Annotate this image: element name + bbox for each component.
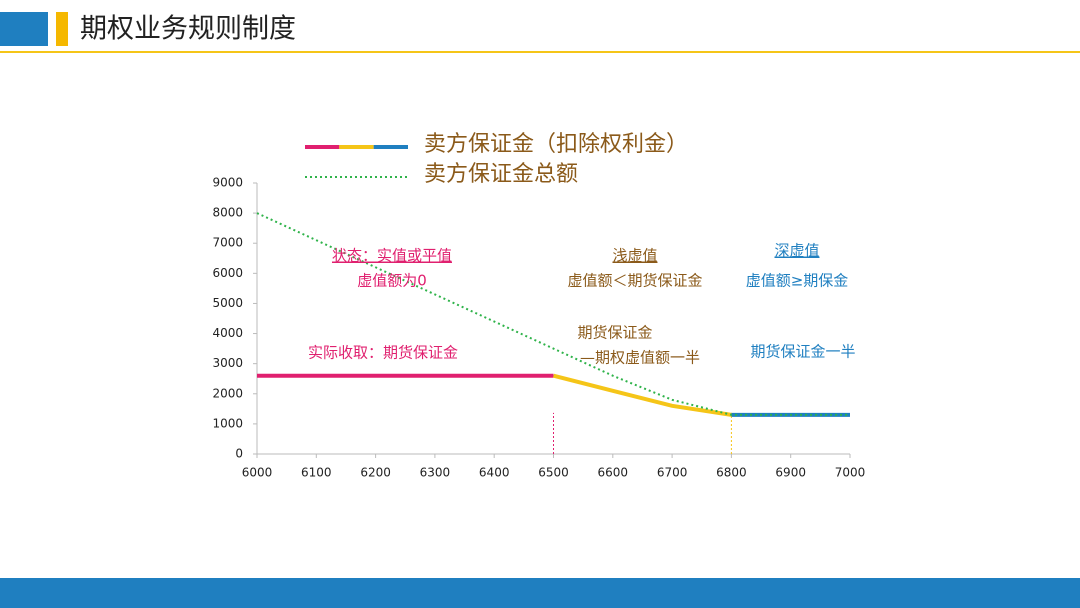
- x-tick-label: 6100: [301, 466, 332, 480]
- annotation: 期货保证金一半: [750, 343, 855, 361]
- slide-title: 期权业务规则制度: [80, 14, 296, 45]
- x-tick-label: 6700: [657, 466, 688, 480]
- header-accent: [56, 12, 68, 46]
- y-tick-label: 4000: [212, 326, 243, 340]
- y-tick-label: 0: [235, 447, 243, 461]
- legend-label: 卖方保证金（扣除权利金）: [424, 132, 688, 157]
- x-tick-label: 6500: [538, 466, 569, 480]
- series-line: [553, 373, 732, 417]
- annotation: 期货保证金: [577, 324, 652, 342]
- y-tick-label: 6000: [212, 266, 243, 280]
- x-tick-label: 6600: [598, 466, 629, 480]
- y-tick-label: 7000: [212, 236, 243, 250]
- header-rule: [0, 51, 1080, 53]
- y-tick-label: 3000: [212, 356, 243, 370]
- annotation: 虚值额为0: [357, 272, 427, 290]
- y-tick-label: 5000: [212, 296, 243, 310]
- annotation: 深虚值: [774, 242, 819, 260]
- legend-label: 卖方保证金总额: [424, 162, 578, 187]
- annotation: 实际收取：期货保证金: [308, 344, 458, 362]
- y-tick-label: 9000: [212, 176, 243, 190]
- annotation: 虚值额≥期保金: [746, 272, 849, 290]
- annotation: 状态：实值或平值: [332, 247, 452, 265]
- annotation: —期权虚值额一半: [580, 349, 700, 367]
- annotation: 虚值额＜期货保证金: [567, 272, 702, 290]
- x-tick-label: 6000: [242, 466, 273, 480]
- series-line: [256, 212, 850, 416]
- header-block: [0, 12, 48, 46]
- y-tick-label: 8000: [212, 206, 243, 220]
- y-tick-label: 2000: [212, 386, 243, 400]
- x-tick-label: 7000: [835, 466, 866, 480]
- x-tick-label: 6300: [420, 466, 451, 480]
- annotation: 浅虚值: [612, 247, 657, 265]
- x-tick-label: 6200: [360, 466, 391, 480]
- x-tick-label: 6900: [775, 466, 806, 480]
- footer-band: [0, 578, 1080, 608]
- x-tick-label: 6800: [716, 466, 747, 480]
- x-tick-label: 6400: [479, 466, 510, 480]
- y-tick-label: 1000: [212, 416, 243, 430]
